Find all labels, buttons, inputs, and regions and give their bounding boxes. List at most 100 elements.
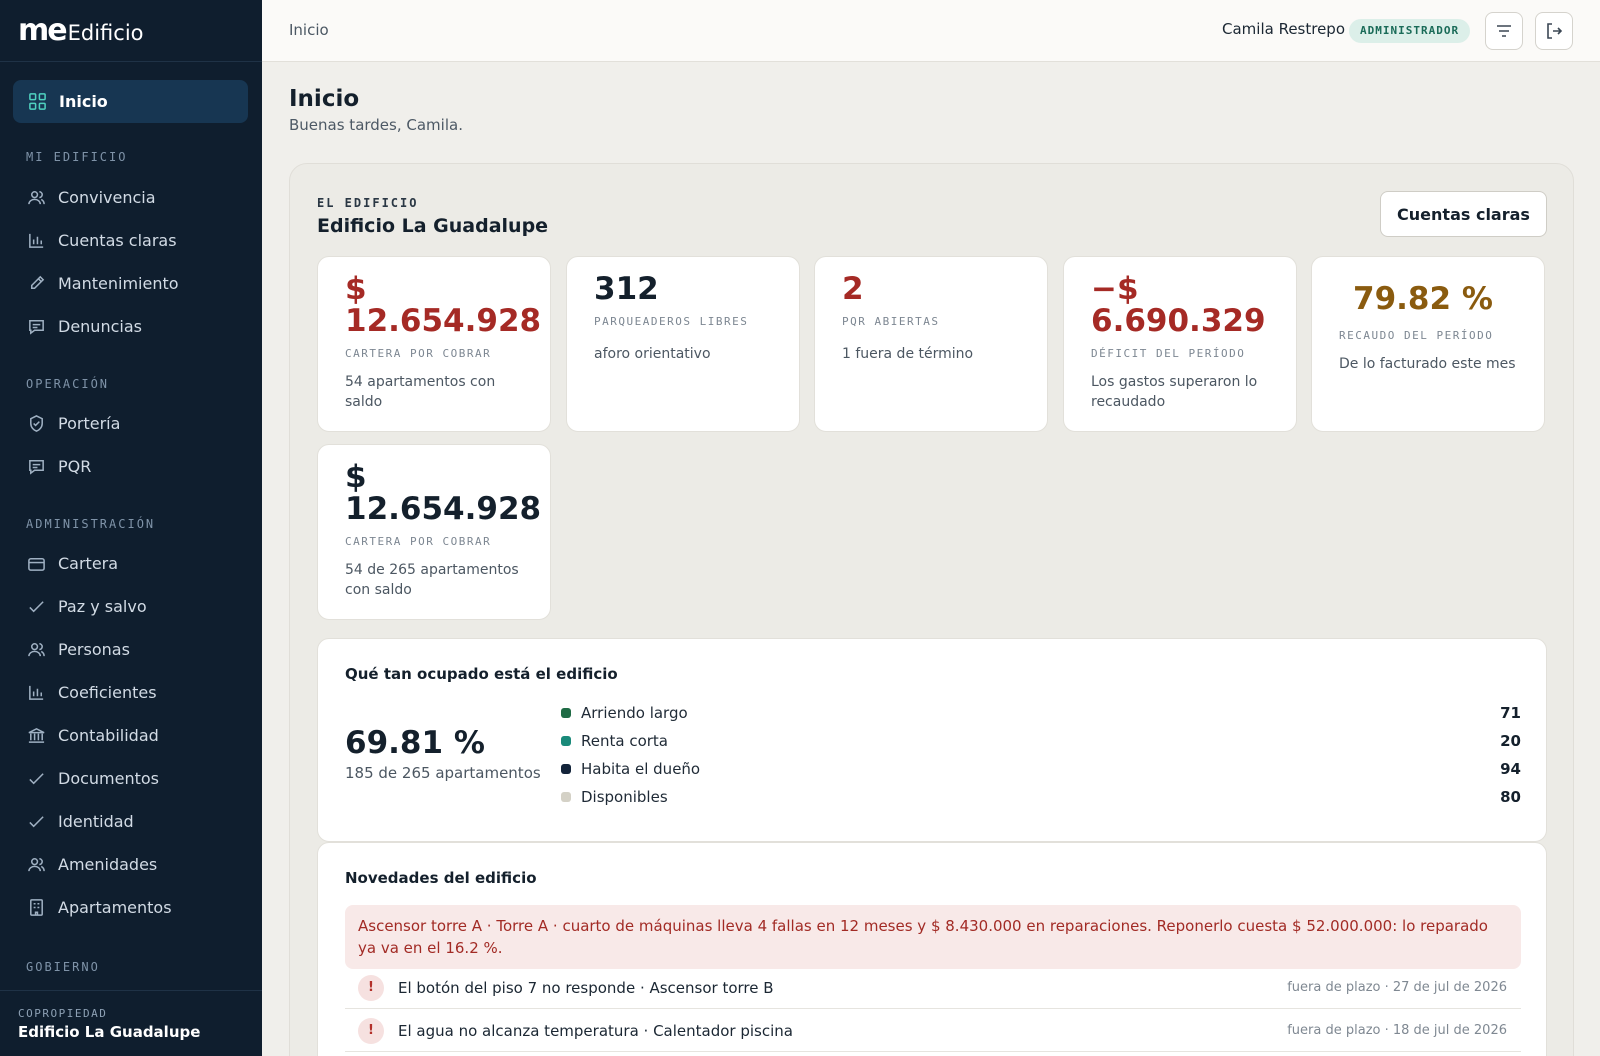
sidebar-item-documentos[interactable]: Documentos [26, 763, 246, 793]
sidebar-item-pqr[interactable]: PQR [26, 451, 246, 481]
sidebar-item-label: Amenidades [58, 854, 158, 874]
page-greeting: Buenas tardes, Camila. [289, 116, 463, 134]
news-item[interactable]: ! El botón del piso 7 no responde · Asce… [345, 967, 1521, 1009]
check-icon [26, 811, 46, 831]
logo-mark: me [18, 13, 68, 48]
legend-swatch [561, 792, 571, 802]
sidebar-item-cartera[interactable]: Cartera [26, 548, 246, 578]
wrench-icon [26, 273, 46, 293]
kpi-card-pqr[interactable]: 2 PQR ABIERTAS 1 fuera de término [814, 256, 1048, 432]
user-name: Camila Restrepo [1222, 20, 1346, 38]
sidebar-item-label: Convivencia [58, 187, 156, 207]
building-name: Edificio La Guadalupe [317, 215, 549, 237]
sidebar-item-label: Personas [58, 639, 130, 659]
bar-chart-icon [26, 682, 46, 702]
kpi-card-cartera[interactable]: $ 12.654.928 CARTERA POR COBRAR 54 apart… [317, 256, 551, 432]
logout-icon [1544, 21, 1564, 41]
legend-row: Disponibles 80 [561, 785, 1521, 809]
kpi-card-recaudo[interactable]: 79.82 % RECAUDO DEL PERÍODO De lo factur… [1311, 256, 1545, 432]
legend-name: Disponibles [581, 788, 668, 806]
kpi-value: $ 12.654.928 [345, 459, 542, 527]
kpi-desc: 1 fuera de término [842, 346, 974, 362]
sidebar-item-mantenimiento[interactable]: Mantenimiento [26, 268, 246, 298]
kpi-value: 79.82 % [1353, 281, 1493, 317]
alert-icon: ! [358, 974, 384, 1001]
legend-name: Arriendo largo [581, 704, 688, 722]
section-gobierno: GOBIERNO [26, 960, 100, 974]
sidebar-item-cuentas-claras[interactable]: Cuentas claras [26, 225, 246, 255]
news-alert[interactable]: Ascensor torre A · Torre A · cuarto de m… [345, 905, 1521, 969]
section-administracion: ADMINISTRACIÓN [26, 517, 156, 531]
news-item-meta: fuera de plazo · 18 de jul de 2026 [1287, 1023, 1507, 1038]
shield-icon [26, 413, 46, 433]
legend-swatch [561, 736, 571, 746]
page-title: Inicio [289, 86, 360, 112]
footer-building-name: Edificio La Guadalupe [18, 1023, 201, 1041]
message-icon [26, 316, 46, 336]
sidebar-item-contabilidad[interactable]: Contabilidad [26, 720, 246, 750]
wallet-icon [26, 553, 46, 573]
kpi-desc: De lo facturado este mes [1339, 356, 1516, 372]
sidebar-item-label: Portería [58, 413, 121, 433]
sidebar-item-amenidades[interactable]: Amenidades [26, 849, 246, 879]
kpi-label: CARTERA POR COBRAR [345, 347, 492, 360]
kpi-label: PARQUEADEROS LIBRES [594, 315, 749, 328]
sidebar-item-personas[interactable]: Personas [26, 634, 246, 664]
logo-word: Edificio [67, 20, 144, 45]
sidebar-item-label: Contabilidad [58, 725, 159, 745]
news-title: Novedades del edificio [345, 869, 537, 887]
kpi-value: 312 [594, 271, 659, 307]
occupancy-card: Qué tan ocupado está el edificio 69.81 %… [317, 638, 1547, 842]
legend-swatch [561, 764, 571, 774]
message-icon [26, 456, 46, 476]
kpi-value: $ 12.654.928 [345, 271, 542, 339]
kpi-card-deficit[interactable]: −$ 6.690.329 DÉFICIT DEL PERÍODO Los gas… [1063, 256, 1297, 432]
news-item-meta: fuera de plazo · 27 de jul de 2026 [1287, 980, 1507, 995]
kpi-label: PQR ABIERTAS [842, 315, 940, 328]
sidebar-item-label: PQR [58, 456, 92, 476]
sidebar-item-convivencia[interactable]: Convivencia [26, 182, 246, 212]
users-icon [26, 854, 46, 874]
bank-icon [26, 725, 46, 745]
logout-button[interactable] [1535, 12, 1573, 50]
breadcrumb[interactable]: Inicio [289, 21, 329, 39]
sidebar-item-label: Paz y salvo [58, 596, 147, 616]
sidebar-item-denuncias[interactable]: Denuncias [26, 311, 246, 341]
sidebar-item-paz-y-salvo[interactable]: Paz y salvo [26, 591, 246, 621]
kpi-card-cartera-2[interactable]: $ 12.654.928 CARTERA POR COBRAR 54 de 26… [317, 444, 551, 620]
occupancy-title: Qué tan ocupado está el edificio [345, 665, 618, 683]
sidebar-item-apartamentos[interactable]: Apartamentos [26, 892, 246, 922]
sidebar-item-label: Identidad [58, 811, 134, 831]
legend-count: 94 [1500, 760, 1521, 778]
check-icon [26, 768, 46, 788]
legend-row: Renta corta 20 [561, 729, 1521, 753]
legend-name: Habita el dueño [581, 760, 701, 778]
sidebar-item-porteria[interactable]: Portería [26, 408, 246, 438]
kpi-desc: aforo orientativo [594, 346, 711, 362]
footer-caption: COPROPIEDAD [18, 1007, 108, 1020]
app-logo[interactable]: me Edificio [0, 0, 262, 62]
users-icon [26, 187, 46, 207]
news-item-text: El botón del piso 7 no responde · Ascens… [398, 978, 774, 997]
kpi-value: 2 [842, 271, 864, 307]
section-operacion: OPERACIÓN [26, 377, 110, 391]
section-mi-edificio: MI EDIFICIO [26, 150, 128, 164]
sidebar: me Edificio Inicio MI EDIFICIO Convivenc… [0, 0, 262, 1056]
sidebar-item-label: Cuentas claras [58, 230, 177, 250]
cuentas-claras-button[interactable]: Cuentas claras [1380, 191, 1547, 237]
news-card: Novedades del edificio Ascensor torre A … [317, 842, 1547, 1056]
sidebar-item-coeficientes[interactable]: Coeficientes [26, 677, 246, 707]
sidebar-item-label: Inicio [59, 92, 108, 111]
sidebar-item-label: Coeficientes [58, 682, 157, 702]
building-icon [26, 897, 46, 917]
sidebar-footer: COPROPIEDAD Edificio La Guadalupe [0, 990, 262, 1056]
sidebar-item-identidad[interactable]: Identidad [26, 806, 246, 836]
notifications-button[interactable] [1485, 12, 1523, 50]
legend-count: 71 [1500, 704, 1521, 722]
grid-icon [27, 92, 47, 112]
sidebar-item-inicio[interactable]: Inicio [13, 80, 248, 123]
legend-row: Arriendo largo 71 [561, 701, 1521, 725]
news-item[interactable]: ! El agua no alcanza temperatura · Calen… [345, 1010, 1521, 1052]
kpi-card-parqueaderos[interactable]: 312 PARQUEADEROS LIBRES aforo orientativ… [566, 256, 800, 432]
role-badge: ADMINISTRADOR [1349, 19, 1471, 43]
